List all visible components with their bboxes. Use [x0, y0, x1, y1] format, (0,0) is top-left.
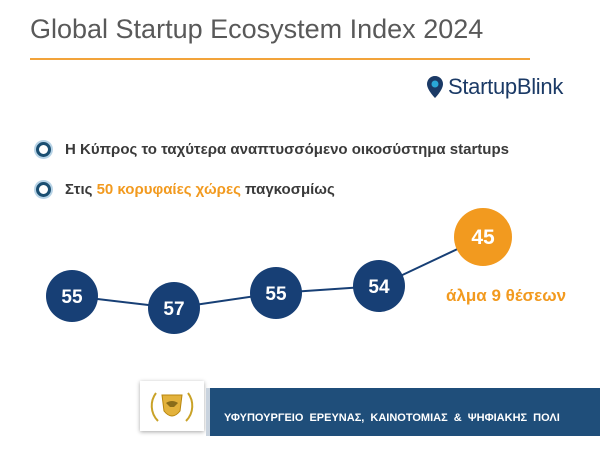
rank-label: 57	[163, 299, 184, 320]
coat-of-arms-icon	[150, 392, 194, 422]
rank-point: 54	[353, 260, 405, 312]
rank-marker	[353, 260, 405, 312]
location-pin-icon	[427, 76, 443, 98]
rank-point: 57	[148, 282, 200, 334]
rank-label: 55	[61, 287, 83, 308]
bullet-dot-icon	[36, 142, 51, 157]
bullet-fastest-growing: Η Κύπρος το ταχύτερα αναπτυσσόμενο οικοσ…	[36, 141, 509, 158]
jump-label: άλμα 9 θέσεων	[446, 286, 567, 305]
rank-marker	[148, 282, 200, 334]
title-underline	[30, 58, 530, 60]
startupblink-logo: StartupBlink	[426, 74, 563, 100]
bullet-top-50: Στις 50 κορυφαίες χώρες παγκοσμίως	[36, 181, 335, 198]
bullet-text: Στις 50 κορυφαίες χώρες παγκοσμίως	[65, 181, 335, 198]
logo-text: StartupBlink	[448, 74, 564, 99]
rank-point: 55	[250, 267, 302, 319]
cyprus-emblem	[140, 381, 204, 431]
bullet-dot-icon	[36, 182, 51, 197]
ministry-footer: ΥΦΥΠΟΥΡΓΕΙΟ ΕΡΕΥΝΑΣ, ΚΑΙΝΟΤΟΜΙΑΣ & ΨΗΦΙΑ…	[206, 388, 600, 436]
rank-point: 45	[454, 208, 512, 266]
rank-marker	[454, 208, 512, 266]
bullet-text: Η Κύπρος το ταχύτερα αναπτυσσόμενο οικοσ…	[65, 141, 509, 158]
rank-label: 55	[265, 284, 287, 305]
highlight-top-50: 50 κορυφαίες χώρες	[96, 181, 241, 198]
rank-label: 45	[471, 226, 495, 249]
rank-point: 55	[46, 270, 98, 322]
ministry-name: ΥΦΥΠΟΥΡΓΕΙΟ ΕΡΕΥΝΑΣ, ΚΑΙΝΟΤΟΜΙΑΣ & ΨΗΦΙΑ…	[224, 412, 560, 424]
slide-title: Global Startup Ecosystem Index 2024	[30, 14, 484, 44]
rank-marker	[250, 267, 302, 319]
rank-label: 54	[368, 277, 390, 298]
rank-marker	[46, 270, 98, 322]
